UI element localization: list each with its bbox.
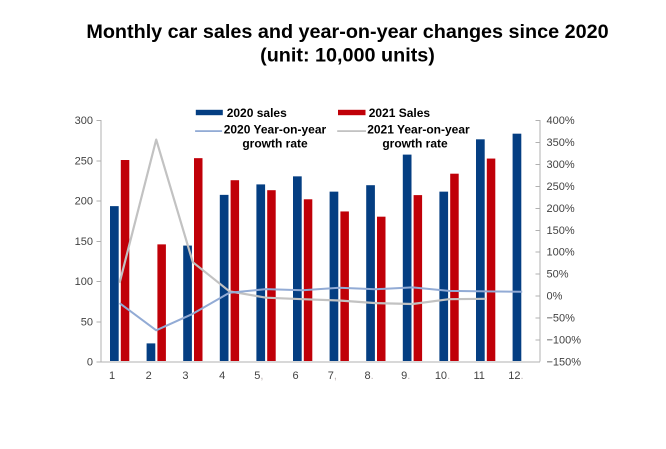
svg-text:2021 Year-on-year: 2021 Year-on-year (367, 123, 470, 137)
svg-text:0%: 0% (547, 291, 563, 303)
svg-text:growth rate: growth rate (242, 136, 308, 150)
svg-text:−50%: −50% (547, 313, 576, 325)
svg-text:400%: 400% (547, 115, 575, 127)
svg-text:9.: 9. (401, 370, 410, 382)
svg-text:100%: 100% (547, 247, 575, 259)
svg-text:(unit: 10,000 units): (unit: 10,000 units) (260, 45, 435, 67)
svg-text:−150%: −150% (547, 357, 582, 369)
svg-text:150: 150 (75, 236, 93, 248)
svg-text:2021 Sales: 2021 Sales (369, 106, 431, 120)
svg-text:300%: 300% (547, 159, 575, 171)
svg-text:growth rate: growth rate (382, 136, 448, 150)
svg-text:250: 250 (75, 155, 93, 167)
svg-text:2: 2 (146, 370, 152, 382)
svg-text:10.: 10. (435, 370, 450, 382)
svg-text:11: 11 (473, 370, 484, 382)
svg-text:2020 sales: 2020 sales (227, 106, 287, 120)
svg-text:150%: 150% (547, 225, 575, 237)
svg-text:350%: 350% (547, 137, 575, 149)
svg-text:Monthly car sales and year-on-: Monthly car sales and year-on-year chang… (86, 21, 608, 43)
svg-text:6: 6 (293, 370, 299, 382)
svg-text:−100%: −100% (547, 335, 582, 347)
svg-text:2020 Year-on-year: 2020 Year-on-year (224, 123, 327, 137)
svg-text:12.: 12. (508, 370, 523, 382)
svg-text:7,: 7, (328, 370, 337, 382)
svg-text:50: 50 (81, 316, 93, 328)
svg-text:100: 100 (75, 276, 93, 288)
svg-text:1: 1 (109, 370, 115, 382)
svg-text:5,: 5, (254, 370, 263, 382)
svg-text:8.: 8. (364, 370, 373, 382)
svg-text:4: 4 (219, 370, 225, 382)
svg-text:200: 200 (75, 196, 93, 208)
svg-text:3: 3 (182, 370, 188, 382)
svg-text:300: 300 (75, 115, 93, 127)
svg-text:250%: 250% (547, 181, 575, 193)
svg-text:0: 0 (87, 357, 93, 369)
svg-text:50%: 50% (547, 269, 569, 281)
svg-text:200%: 200% (547, 203, 575, 215)
